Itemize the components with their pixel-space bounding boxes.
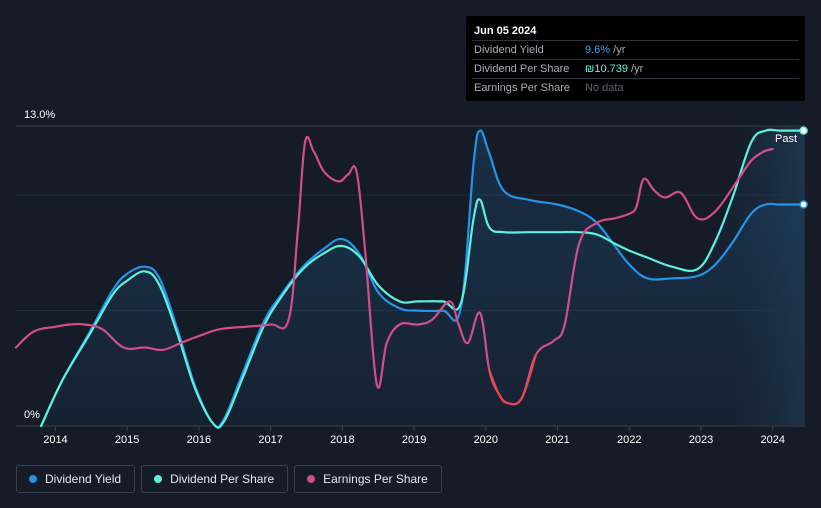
tooltip-label: Dividend Yield — [474, 44, 544, 56]
x-tick-label: 2017 — [258, 434, 282, 446]
x-tick-label: 2024 — [760, 434, 784, 446]
x-tick-label: 2020 — [474, 434, 498, 446]
past-label: Past — [775, 133, 797, 145]
x-tick-label: 2023 — [689, 434, 713, 446]
legend-label: Dividend Yield — [45, 472, 122, 486]
legend-label: Dividend Per Share — [170, 472, 275, 486]
x-tick-label: 2018 — [330, 434, 354, 446]
tooltip-row-earnings-per-share: Earnings Per Share No data — [472, 78, 799, 97]
dividend-yield-end-marker — [799, 200, 808, 209]
dividend-per-share-line[interactable] — [40, 128, 805, 429]
series-lines — [14, 128, 805, 429]
y-axis-top-label: 13.0% — [24, 109, 55, 121]
chart-tooltip: Jun 05 2024 Dividend Yield 9.6% /yr Divi… — [466, 16, 805, 101]
x-tick-label: 2022 — [617, 434, 641, 446]
tooltip-label: Dividend Per Share — [474, 63, 570, 75]
earnings-per-share-line[interactable] — [14, 135, 774, 406]
dividend-yield-line[interactable] — [40, 129, 805, 429]
tooltip-date: Jun 05 2024 — [474, 25, 537, 37]
dividend-per-share-unit: /yr — [628, 63, 644, 75]
tooltip-row-dividend-per-share: Dividend Per Share ₪10.739 /yr — [472, 59, 799, 78]
legend-dot-icon — [307, 475, 316, 483]
x-axis-ticks: 2014 2015 2016 2017 2018 2019 2020 2021 2022 2023… — [43, 426, 785, 446]
legend-item-dividend-yield[interactable]: Dividend Yield — [16, 465, 136, 493]
dividend-per-share-value: ₪10.739 — [585, 63, 628, 75]
x-tick-label: 2014 — [43, 434, 67, 446]
legend-item-dividend-per-share[interactable]: Dividend Per Share — [141, 465, 289, 493]
y-axis-bottom-label: 0% — [24, 409, 40, 421]
tooltip-value: No data — [585, 79, 624, 97]
x-tick-label: 2019 — [402, 434, 426, 446]
legend-dot-icon — [29, 475, 37, 483]
tooltip-label: Earnings Per Share — [474, 82, 570, 94]
dividend-yield-value: 9.6% — [585, 44, 611, 56]
legend-item-earnings-per-share[interactable]: Earnings Per Share — [294, 465, 442, 493]
dividend-per-share-area — [41, 129, 804, 428]
area-fills — [41, 129, 804, 428]
earnings-per-share-negative-segment — [488, 353, 538, 406]
end-markers — [799, 126, 808, 209]
tooltip-row-dividend-yield: Dividend Yield 9.6% /yr — [472, 40, 799, 59]
earnings-per-share-value: No data — [585, 82, 624, 94]
dividend-yield-unit: /yr — [610, 44, 626, 56]
tooltip-value: 9.6% /yr — [585, 41, 625, 59]
legend-label: Earnings Per Share — [323, 472, 428, 486]
tooltip-value: ₪10.739 /yr — [585, 60, 643, 78]
dividend-per-share-end-marker — [799, 126, 808, 135]
legend-dot-icon — [154, 475, 163, 483]
chart-legend: Dividend Yield Dividend Per Share Earnin… — [16, 465, 442, 493]
x-tick-label: 2016 — [187, 434, 211, 446]
x-tick-label: 2015 — [115, 434, 139, 446]
x-tick-label: 2021 — [545, 434, 569, 446]
